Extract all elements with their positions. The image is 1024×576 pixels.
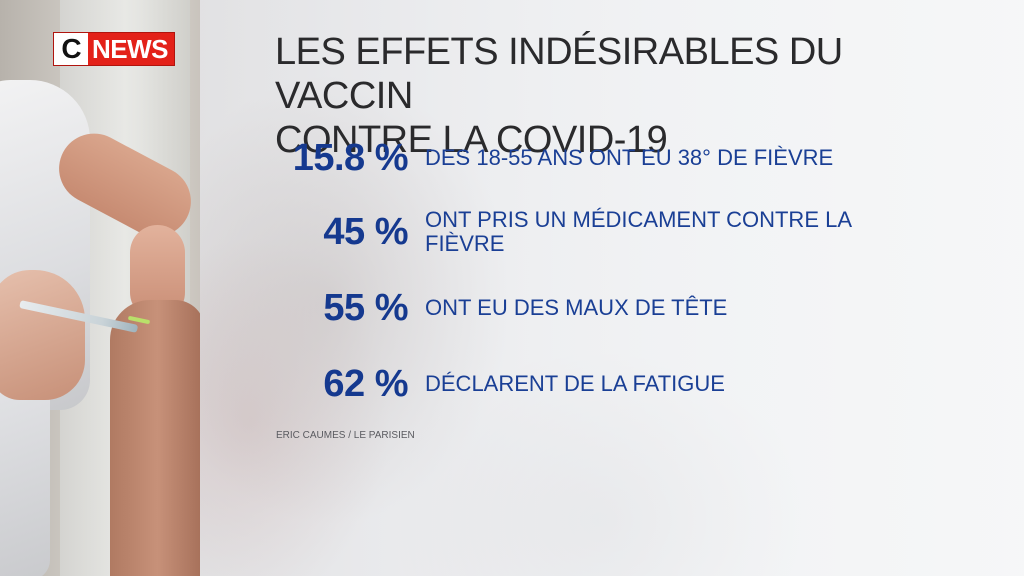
logo-letter: C [54, 33, 88, 65]
stat-row: 55 % ONT EU DES MAUX DE TÊTE [240, 288, 980, 328]
headline-line-1: LES EFFETS INDÉSIRABLES DU VACCIN [275, 31, 843, 117]
cnews-logo: C NEWS [53, 32, 175, 66]
logo-word: NEWS [92, 34, 169, 64]
headline: LES EFFETS INDÉSIRABLES DU VACCIN CONTRE… [275, 30, 975, 162]
stat-percent: 15.8 % [292, 137, 409, 179]
stat-text: DÉCLARENT DE LA FATIGUE [425, 371, 725, 396]
stat-row: 15.8 % DES 18-55 ANS ONT EU 38° DE FIÈVR… [240, 138, 980, 178]
stat-text: ONT PRIS UN MÉDICAMENT CONTRE LA FIÈVRE [425, 207, 851, 256]
stat-percent: 45 % [323, 211, 408, 253]
stat-row: 45 % ONT PRIS UN MÉDICAMENT CONTRE LA FI… [240, 208, 980, 256]
source-credit: ERIC CAUMES / LE PARISIEN [276, 430, 415, 441]
stat-text: ONT EU DES MAUX DE TÊTE [425, 295, 728, 320]
stat-percent: 62 % [323, 363, 408, 405]
headline-line-2: CONTRE LA COVID-19 [275, 119, 668, 161]
stat-row: 62 % DÉCLARENT DE LA FATIGUE [240, 364, 980, 404]
frosted-panel [200, 0, 1024, 576]
vaccination-photo [0, 0, 200, 576]
stat-percent: 55 % [323, 287, 408, 329]
stat-text: DES 18-55 ANS ONT EU 38° DE FIÈVRE [425, 145, 834, 170]
